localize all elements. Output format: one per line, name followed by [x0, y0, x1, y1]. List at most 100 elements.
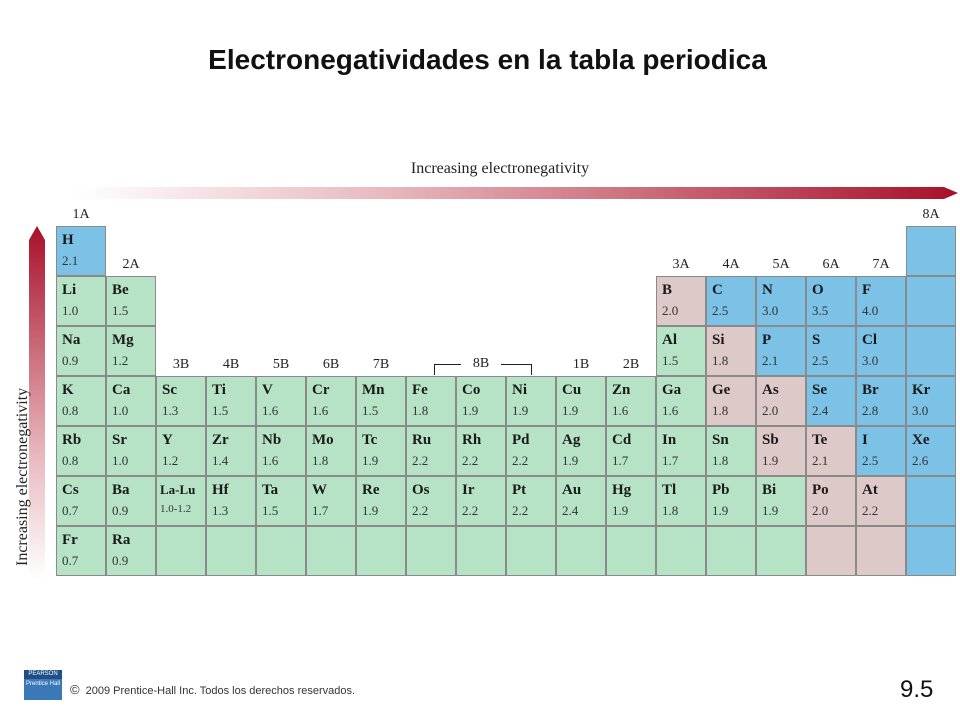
electronegativity-value: 1.9	[562, 453, 579, 468]
element-symbol: Mn	[362, 382, 385, 398]
element-symbol: Ru	[412, 432, 432, 448]
element-symbol: Cd	[612, 432, 632, 448]
electronegativity-value: 2.5	[812, 353, 829, 368]
element-symbol: Os	[412, 482, 430, 498]
element-p: P 2.1	[756, 326, 806, 376]
electronegativity-value: 1.5	[362, 403, 379, 418]
element-au: Au 2.4	[556, 476, 606, 526]
electronegativity-value: 1.3	[212, 503, 229, 518]
element-cr: Cr 1.6	[306, 376, 356, 426]
electronegativity-value: 1.5	[262, 503, 279, 518]
element-f: F 4.0	[856, 276, 906, 326]
element-symbol: V	[262, 382, 273, 398]
element-symbol: Cu	[562, 382, 582, 398]
empty-cell	[556, 526, 606, 576]
element-ge: Ge 1.8	[706, 376, 756, 426]
element-sb: Sb 1.9	[756, 426, 806, 476]
element-symbol: Ti	[212, 382, 226, 398]
element-tl: Tl 1.8	[656, 476, 706, 526]
electronegativity-value: 1.9	[512, 403, 529, 418]
element-symbol: Sr	[112, 432, 127, 448]
electronegativity-value: 1.9	[562, 403, 579, 418]
increasing-up-arrow-icon	[29, 226, 45, 580]
electronegativity-value: 1.6	[262, 403, 279, 418]
element-nb: Nb 1.6	[256, 426, 306, 476]
element-symbol: Cs	[62, 482, 79, 498]
element-symbol: Mg	[112, 332, 134, 348]
element-hf: Hf 1.3	[206, 476, 256, 526]
logo-bottom-text: Prentice Hall	[25, 681, 60, 687]
element-n: N 3.0	[756, 276, 806, 326]
element-symbol: O	[812, 282, 824, 298]
element-ra: Ra 0.9	[106, 526, 156, 576]
electronegativity-value: 1.2	[162, 453, 179, 468]
element-symbol: Te	[812, 432, 828, 448]
group-label-4b: 4B	[222, 357, 240, 372]
electronegativity-value: 2.8	[862, 403, 879, 418]
element-symbol: Rb	[62, 432, 82, 448]
electronegativity-value: 1.0	[112, 403, 129, 418]
element-sc: Sc 1.3	[156, 376, 206, 426]
element-rh: Rh 2.2	[456, 426, 506, 476]
element-mn: Mn 1.5	[356, 376, 406, 426]
element-mg: Mg 1.2	[106, 326, 156, 376]
element-symbol: Mo	[312, 432, 334, 448]
empty-cell	[656, 526, 706, 576]
group-label-1b: 1B	[572, 357, 590, 372]
element-v: V 1.6	[256, 376, 306, 426]
element-zr: Zr 1.4	[206, 426, 256, 476]
element-c: C 2.5	[706, 276, 756, 326]
electronegativity-value: 2.4	[562, 503, 579, 518]
empty-cell	[156, 526, 206, 576]
element-symbol: K	[62, 382, 74, 398]
empty-cell	[706, 526, 756, 576]
group-label-1a: 1A	[72, 207, 90, 222]
electronegativity-value: 1.8	[712, 353, 729, 368]
electronegativity-value: 0.7	[62, 553, 79, 568]
electronegativity-value: 0.9	[112, 553, 129, 568]
electronegativity-value: 1.5	[662, 353, 679, 368]
element-ga: Ga 1.6	[656, 376, 706, 426]
group-label-5b: 5B	[272, 357, 290, 372]
element-zn: Zn 1.6	[606, 376, 656, 426]
element-symbol: Fr	[62, 532, 78, 548]
electronegativity-value: 1.7	[662, 453, 679, 468]
element-w: W 1.7	[306, 476, 356, 526]
element-symbol: P	[762, 332, 772, 348]
logo-top-text: PEARSON	[24, 670, 62, 679]
empty-cell	[506, 526, 556, 576]
group-label-5a: 5A	[772, 257, 790, 272]
element-symbol: Zn	[612, 382, 631, 398]
electronegativity-value: 0.7	[62, 503, 79, 518]
copyright-symbol: ©	[70, 682, 80, 697]
element-symbol: Ba	[112, 482, 130, 498]
element-symbol: Cr	[312, 382, 330, 398]
electronegativity-value: 2.2	[412, 453, 429, 468]
electronegativity-value: 2.2	[862, 503, 879, 518]
element-symbol: Re	[362, 482, 380, 498]
electronegativity-value: 2.2	[462, 503, 479, 518]
element-sr: Sr 1.0	[106, 426, 156, 476]
electronegativity-value: 2.4	[812, 403, 829, 418]
element-symbol: Pt	[512, 482, 527, 498]
empty-cell	[356, 526, 406, 576]
element-symbol: F	[862, 282, 872, 298]
element-o: O 3.5	[806, 276, 856, 326]
electronegativity-value: 0.8	[62, 453, 79, 468]
element-pt: Pt 2.2	[506, 476, 556, 526]
element-sn: Sn 1.8	[706, 426, 756, 476]
element-la-lu: La-Lu 1.0-1.2	[156, 476, 206, 526]
element-symbol: At	[862, 482, 878, 498]
element-at: At 2.2	[856, 476, 906, 526]
electronegativity-value: 3.0	[912, 403, 929, 418]
element-symbol: Sc	[162, 382, 177, 398]
element-symbol: Tl	[662, 482, 677, 498]
electronegativity-value: 1.8	[662, 503, 679, 518]
group-label-4a: 4A	[722, 257, 740, 272]
element-symbol: Ta	[262, 482, 279, 498]
element-symbol: Hg	[612, 482, 632, 498]
periodic-table: H 2.1 Li 1.0 Be 1.5 B 2.0 C 2.5 N 3.0 O 3.5 F 4.0 Na 0.9 M…	[56, 226, 956, 578]
element-symbol: C	[712, 282, 723, 298]
empty-cell	[806, 526, 856, 576]
element-as: As 2.0	[756, 376, 806, 426]
